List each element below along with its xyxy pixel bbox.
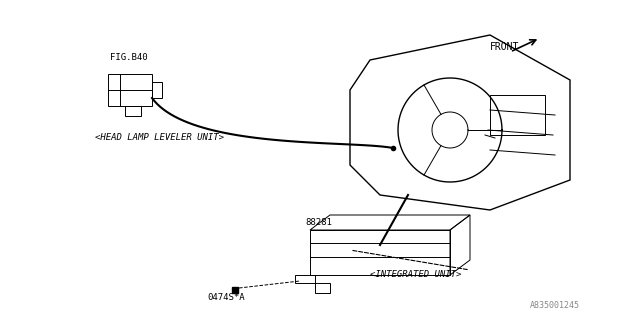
Text: FIG.B40: FIG.B40 — [110, 53, 148, 62]
Text: 88281: 88281 — [305, 218, 332, 227]
Text: <HEAD LAMP LEVELER UNIT>: <HEAD LAMP LEVELER UNIT> — [95, 133, 224, 142]
Text: <INTEGRATED UNIT>: <INTEGRATED UNIT> — [370, 270, 461, 279]
Bar — [125, 106, 141, 116]
Text: 0474S*A: 0474S*A — [207, 293, 244, 302]
Text: FRONT: FRONT — [490, 42, 520, 52]
Text: A835001245: A835001245 — [530, 301, 580, 310]
Bar — [108, 74, 152, 106]
Bar — [490, 95, 545, 135]
Bar — [310, 230, 450, 275]
Bar — [152, 82, 162, 98]
